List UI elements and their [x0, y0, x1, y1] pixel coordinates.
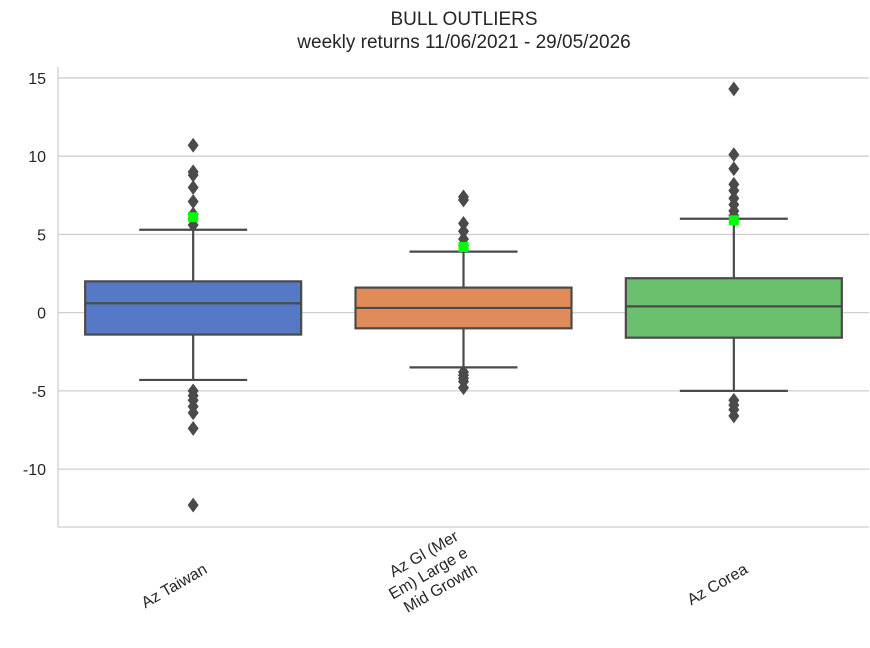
outlier-point [187, 217, 199, 233]
box-group [84, 137, 303, 513]
y-tick-label: -10 [23, 462, 46, 479]
x-tick-label: Az Taiwan [139, 561, 210, 612]
x-tick-label-line: Az Corea [685, 561, 751, 609]
y-tick-label: 10 [28, 149, 46, 166]
plot-frame [57, 67, 869, 528]
x-tick-label: Az Gl (MerEm) Large eMid Growth [377, 528, 481, 620]
highlight-point [458, 241, 469, 252]
outlier-point [728, 81, 740, 97]
outlier-point [187, 497, 199, 513]
outlier-point [187, 405, 199, 421]
y-axis-ticks: 15 10 5 0 -5 -10 [23, 71, 46, 479]
highlight-point [188, 212, 199, 223]
outlier-point [458, 216, 469, 231]
outlier-point [187, 421, 199, 436]
outlier-point [458, 192, 469, 208]
x-tick-label-line: Az Taiwan [139, 561, 210, 612]
outlier-point [728, 183, 740, 199]
outlier-point [187, 180, 199, 195]
outlier-point [458, 380, 469, 396]
outlier-point [458, 223, 469, 239]
outlier-point [187, 137, 199, 153]
highlight-point [728, 215, 739, 226]
chart-subtitle: weekly returns 11/06/2021 - 29/05/2026 [297, 32, 631, 53]
box-group [624, 81, 843, 424]
box-iqr [624, 277, 843, 339]
chart-title: BULL OUTLIERS [390, 9, 538, 30]
box-group [354, 189, 573, 396]
outlier-point [728, 408, 740, 424]
x-tick-label: Az Corea [685, 561, 751, 609]
outlier-point [728, 147, 740, 163]
y-tick-label: 0 [37, 306, 46, 323]
boxes [84, 81, 843, 513]
outlier-point [728, 161, 740, 177]
y-tick-label: 5 [37, 227, 46, 244]
y-tick-label: 15 [28, 71, 46, 88]
outlier-point [187, 194, 199, 209]
y-tick-label: -5 [32, 384, 46, 401]
outlier-point [187, 167, 199, 183]
box-iqr [84, 280, 303, 336]
x-axis-ticks: Az Taiwan Az Gl (MerEm) Large eMid Growth… [139, 528, 751, 620]
